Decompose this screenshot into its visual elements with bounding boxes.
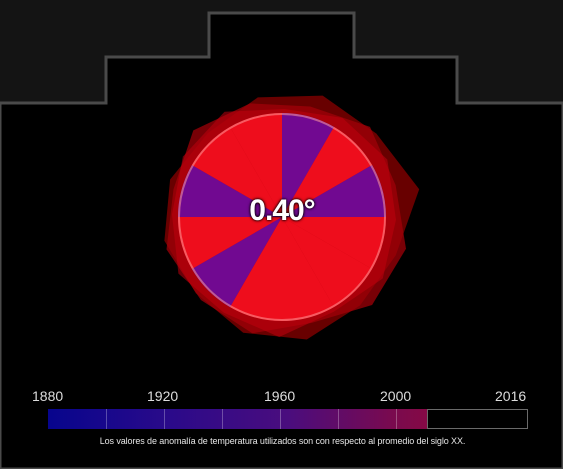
timeline-tick [106, 409, 107, 429]
timeline-tick [396, 409, 397, 429]
anomaly-slice [230, 112, 282, 217]
anomaly-slice [282, 217, 373, 308]
year-label-1960: 1960 [264, 388, 296, 404]
anomaly-readout: 0.40° [249, 194, 315, 227]
anomaly-slice [230, 217, 282, 321]
year-label-end: 2016 [495, 388, 527, 404]
timeline-tick [222, 409, 223, 429]
timeline-remaining-range[interactable] [427, 409, 528, 429]
anomaly-slice [177, 217, 282, 269]
anomaly-slice [282, 165, 386, 217]
reference-ring [178, 113, 386, 321]
timeline-tick [164, 409, 165, 429]
timeline-tick [280, 409, 281, 429]
anomaly-slice [282, 112, 334, 217]
year-timeline-slider[interactable] [48, 409, 528, 429]
anomaly-slice [282, 217, 334, 322]
anomaly-slice [191, 217, 282, 308]
anomaly-slice [282, 126, 373, 217]
anomaly-pie [177, 112, 386, 322]
anomaly-slice [282, 217, 386, 269]
year-label-2000: 2000 [380, 388, 412, 404]
year-label-1920: 1920 [147, 388, 179, 404]
anomaly-slice [191, 126, 282, 217]
timeline-tick [338, 409, 339, 429]
footnote: Los valores de anomalía de temperatura u… [99, 436, 466, 446]
anomaly-slice [177, 165, 282, 217]
year-label-start: 1880 [32, 388, 64, 404]
